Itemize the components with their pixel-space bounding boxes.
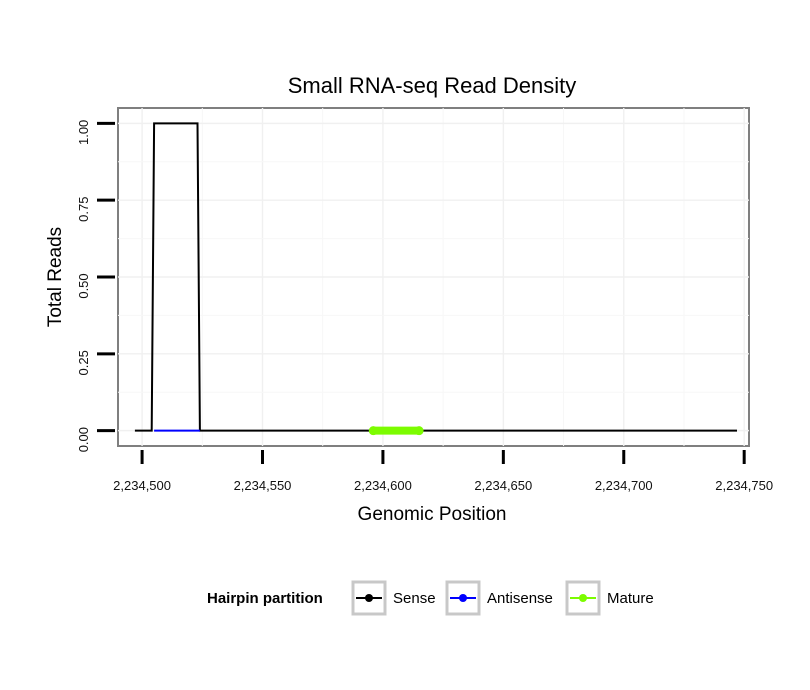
y-tick-label: 0.00	[76, 427, 91, 452]
y-tick-label: 0.50	[76, 273, 91, 298]
y-axis: 0.00 0.25 0.50 0.75 1.00	[76, 120, 115, 452]
legend: Hairpin partition Sense Antisense Mature	[207, 580, 654, 616]
x-tick-label: 2,234,500	[113, 478, 171, 493]
series-point-mature	[368, 426, 378, 436]
series-point-mature	[414, 426, 424, 436]
x-tick-label: 2,234,550	[234, 478, 292, 493]
x-axis: 2,234,500 2,234,550 2,234,600 2,234,650 2,23…	[113, 450, 773, 493]
series-layer	[134, 122, 737, 436]
x-tick-label: 2,234,700	[595, 478, 653, 493]
y-tick-label: 1.00	[76, 120, 91, 145]
legend-item-mature: Mature	[565, 580, 654, 616]
legend-label: Antisense	[487, 590, 553, 607]
series-line-sense	[134, 122, 737, 432]
grid	[118, 108, 749, 446]
legend-key-dot	[459, 594, 467, 602]
legend-key-dot	[579, 594, 587, 602]
y-tick-label: 0.75	[76, 197, 91, 222]
legend-label: Sense	[393, 590, 436, 607]
legend-item-sense: Sense	[351, 580, 436, 616]
x-axis-title: Genomic Position	[358, 504, 507, 525]
y-axis-title: Total Reads	[45, 227, 66, 327]
legend-title: Hairpin partition	[207, 590, 323, 607]
y-tick-label: 0.25	[76, 350, 91, 375]
legend-label: Mature	[607, 590, 654, 607]
x-tick-label: 2,234,600	[354, 478, 412, 493]
legend-item-antisense: Antisense	[445, 580, 553, 616]
x-tick-label: 2,234,650	[474, 478, 532, 493]
x-tick-label: 2,234,750	[715, 478, 773, 493]
chart-title: Small RNA-seq Read Density	[288, 73, 577, 98]
legend-key-dot	[365, 594, 373, 602]
